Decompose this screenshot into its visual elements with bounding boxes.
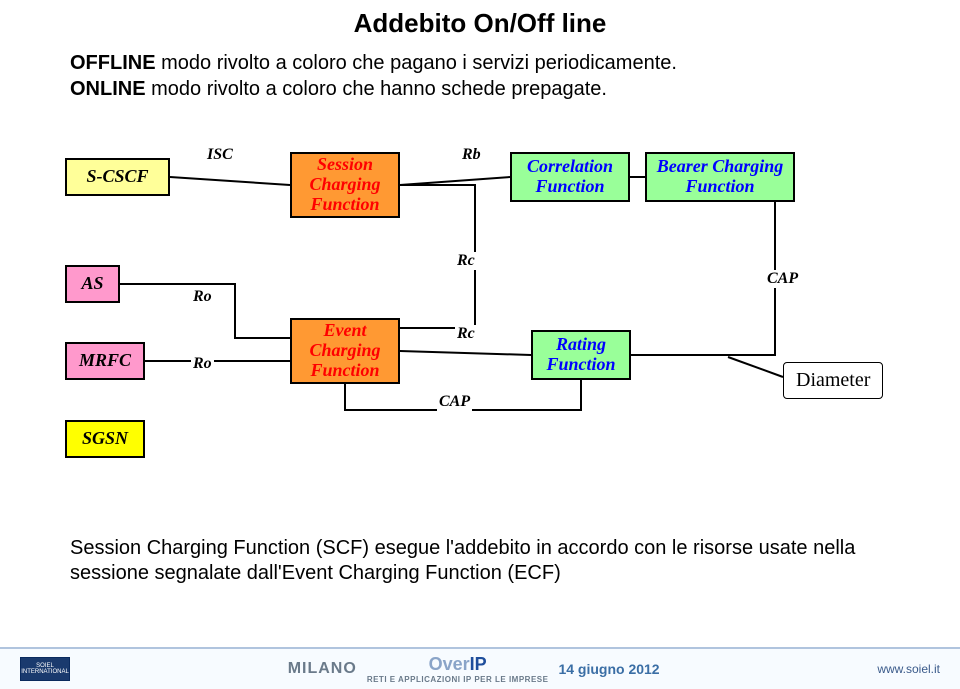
footer-logo-sub: RETI E APPLICAZIONI IP PER LE IMPRESE [367,675,549,684]
footer-left: SOIEL INTERNATIONAL [20,657,70,681]
footer-date: 14 giugno 2012 [558,661,659,677]
node-scf: Session Charging Function [290,152,400,218]
intro-line-1: OFFLINE modo rivolto a coloro che pagano… [70,50,890,76]
footer-center: MILANO OverIP RETI E APPLICAZIONI IP PER… [288,654,660,684]
offline-text: modo rivolto a coloro che pagano i servi… [156,52,677,74]
edge-cap1: CAP [437,393,472,411]
edge-ro1: Ro [191,288,214,306]
diagram: S-CSCF AS MRFC SGSN Session Charging Fun… [65,140,895,480]
node-rating: Rating Function [531,330,631,380]
node-scscf: S-CSCF [65,158,170,196]
node-corr: Correlation Function [510,152,630,202]
node-mrfc: MRFC [65,342,145,380]
footer-logo: OverIP [429,654,487,675]
intro-line-2: ONLINE modo rivolto a coloro che hanno s… [70,76,890,102]
node-as: AS [65,265,120,303]
diameter-callout: Diameter [783,362,883,399]
edge-rc2: Rc [455,325,477,343]
edge-cap2: CAP [765,270,800,288]
edge-ro2: Ro [191,355,214,373]
footer-city: MILANO [288,660,357,678]
slide: Addebito On/Off line OFFLINE modo rivolt… [0,0,960,689]
soiel-badge: SOIEL INTERNATIONAL [20,657,70,681]
node-bearer: Bearer Charging Function [645,152,795,202]
body-text: Session Charging Function (SCF) esegue l… [70,536,890,586]
intro-block: OFFLINE modo rivolto a coloro che pagano… [70,50,890,102]
online-label: ONLINE [70,78,146,100]
node-ecf: Event Charging Function [290,318,400,384]
node-sgsn: SGSN [65,420,145,458]
slide-title: Addebito On/Off line [0,8,960,39]
footer-url: www.soiel.it [877,662,940,676]
edge-rb: Rb [460,146,483,164]
diameter-label: Diameter [796,369,870,391]
footer: SOIEL INTERNATIONAL MILANO OverIP RETI E… [0,647,960,689]
edge-isc: ISC [205,146,235,164]
online-text: modo rivolto a coloro che hanno schede p… [146,78,607,100]
offline-label: OFFLINE [70,52,156,74]
edge-rc1: Rc [455,252,477,270]
